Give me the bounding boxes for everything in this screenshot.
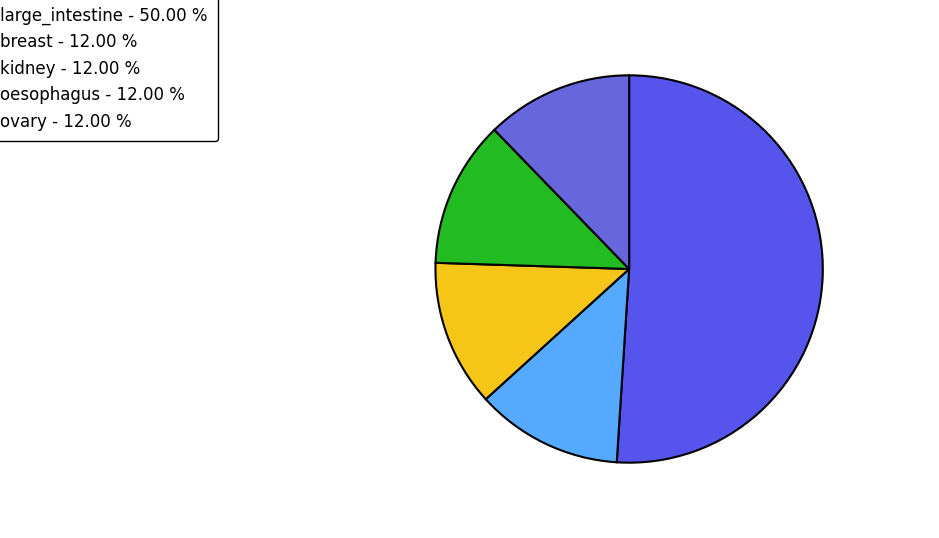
Wedge shape bbox=[485, 269, 629, 462]
Wedge shape bbox=[495, 75, 629, 269]
Wedge shape bbox=[436, 130, 629, 269]
Legend: large_intestine - 50.00 %, breast - 12.00 %, kidney - 12.00 %, oesophagus - 12.0: large_intestine - 50.00 %, breast - 12.0… bbox=[0, 0, 218, 141]
Wedge shape bbox=[436, 263, 629, 399]
Wedge shape bbox=[617, 75, 823, 463]
